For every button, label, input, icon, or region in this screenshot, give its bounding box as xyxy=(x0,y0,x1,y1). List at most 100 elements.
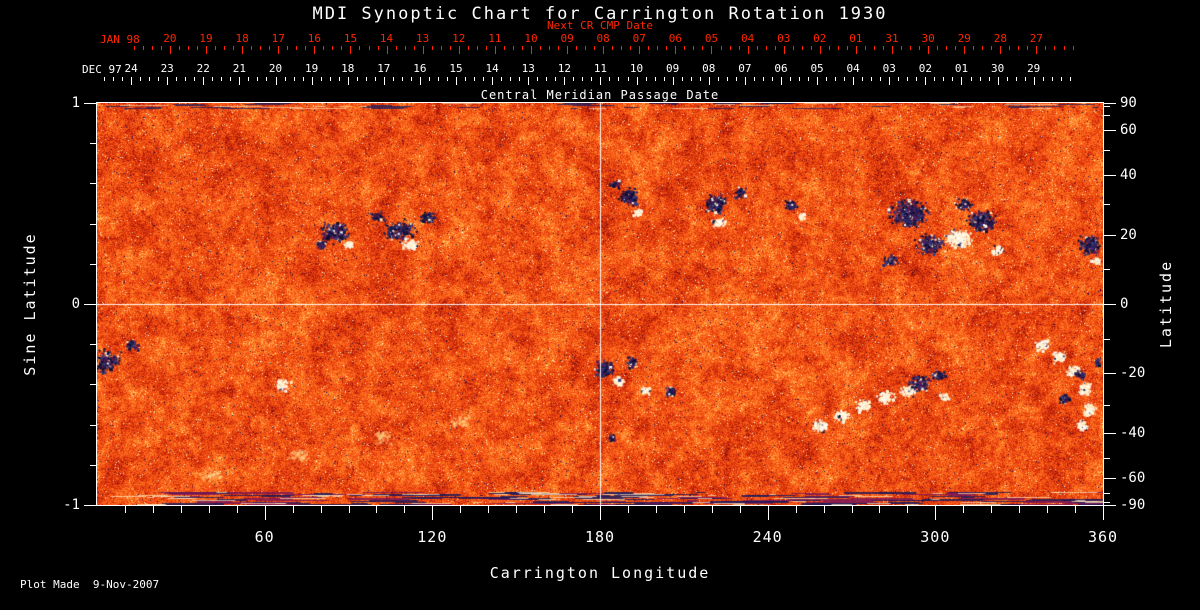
date-tick-mark xyxy=(1000,46,1002,54)
date-minor-tick xyxy=(440,46,442,50)
date-minor-tick xyxy=(221,77,223,81)
x-minor-tick xyxy=(627,506,629,513)
x-major-tick xyxy=(935,506,937,520)
date-tick-mark xyxy=(780,77,782,85)
date-minor-tick xyxy=(142,46,144,50)
lat-minor-tick xyxy=(1104,269,1110,271)
date-minor-tick xyxy=(693,46,695,50)
date-tick-mark xyxy=(744,77,746,85)
date-minor-tick xyxy=(540,46,541,50)
date-minor-tick xyxy=(356,77,358,81)
x-minor-tick xyxy=(991,506,993,513)
date-minor-tick xyxy=(937,46,939,50)
date-tick-mark xyxy=(169,46,171,54)
y-tick-label: -1 xyxy=(63,497,80,513)
date-minor-tick xyxy=(230,77,232,81)
date-tick-mark xyxy=(603,46,605,54)
date-minor-tick xyxy=(158,77,160,81)
lat-tick-label: 40 xyxy=(1120,166,1137,183)
date-minor-tick xyxy=(609,77,611,81)
date-tick-label: 01 xyxy=(849,32,863,45)
date-minor-tick xyxy=(320,77,322,81)
x-minor-tick xyxy=(460,506,462,513)
date-minor-tick xyxy=(627,77,629,81)
date-minor-tick xyxy=(338,77,340,81)
lat-minor-tick xyxy=(1104,492,1110,494)
lat-minor-tick xyxy=(1104,203,1110,205)
date-tick-mark xyxy=(131,77,133,85)
date-tick-label: 28 xyxy=(993,32,1007,45)
date-tick-label: 08 xyxy=(596,32,610,45)
date-minor-tick xyxy=(341,46,343,50)
date-minor-tick xyxy=(104,77,105,81)
date-tick-label: 14 xyxy=(379,32,394,45)
date-minor-tick xyxy=(717,77,719,81)
date-minor-tick xyxy=(296,46,298,50)
date-minor-tick xyxy=(612,46,614,50)
date-minor-tick xyxy=(952,77,954,81)
date-tick-label: 04 xyxy=(740,32,755,45)
date-minor-tick xyxy=(1060,77,1062,81)
date-minor-tick xyxy=(873,46,875,50)
date-tick-label: 31 xyxy=(885,32,899,45)
date-minor-tick xyxy=(988,77,990,81)
date-tick-label: 11 xyxy=(488,32,502,45)
date-tick-mark xyxy=(600,77,602,85)
date-minor-tick xyxy=(332,46,334,50)
date-minor-tick xyxy=(1009,46,1011,50)
date-minor-tick xyxy=(846,46,848,50)
x-minor-tick xyxy=(124,506,126,513)
date-minor-tick xyxy=(431,46,433,50)
date-minor-tick xyxy=(212,77,214,81)
date-minor-tick xyxy=(864,46,866,50)
date-minor-tick xyxy=(654,77,656,81)
date-minor-tick xyxy=(774,46,776,50)
date-minor-tick xyxy=(720,46,722,50)
lat-minor-tick xyxy=(1104,150,1110,152)
date-minor-tick xyxy=(916,77,918,81)
date-minor-tick xyxy=(519,77,521,81)
date-minor-tick xyxy=(549,46,551,50)
x-minor-tick xyxy=(236,506,238,513)
date-minor-tick xyxy=(645,77,647,81)
x-minor-tick xyxy=(152,506,154,513)
lat-major-tick xyxy=(1104,433,1116,435)
date-minor-tick xyxy=(657,46,659,50)
date-tick-mark xyxy=(528,77,530,85)
date-tick-mark xyxy=(711,46,713,54)
x-minor-tick xyxy=(655,506,657,513)
lat-major-tick xyxy=(1104,372,1116,374)
x-minor-tick xyxy=(404,506,406,513)
chart-title: MDI Synoptic Chart for Carrington Rotati… xyxy=(312,4,888,24)
lat-tick-label: 60 xyxy=(1120,121,1137,138)
cmp-date-axis-title: Central Meridian Passage Date xyxy=(480,88,720,102)
date-minor-tick xyxy=(1015,77,1017,81)
date-minor-tick xyxy=(113,77,115,81)
date-minor-tick xyxy=(663,77,665,81)
date-tick-label: 07 xyxy=(632,32,646,45)
date-tick-mark xyxy=(383,77,385,85)
x-tick-label: 180 xyxy=(584,528,616,546)
date-minor-tick xyxy=(546,77,548,81)
date-minor-tick xyxy=(224,46,226,50)
date-tick-label: 14 xyxy=(485,62,499,75)
date-tick-label: 29 xyxy=(1027,62,1041,75)
date-tick-label: 18 xyxy=(235,32,249,45)
date-minor-tick xyxy=(982,46,984,50)
date-minor-tick xyxy=(756,46,758,50)
date-minor-tick xyxy=(576,46,578,50)
date-minor-tick xyxy=(392,77,394,81)
date-minor-tick xyxy=(510,77,512,81)
plot-made-note: Plot Made 9-Nov-2007 xyxy=(20,578,160,591)
date-minor-tick xyxy=(467,46,469,50)
x-minor-tick xyxy=(711,506,713,513)
date-tick-label: 13 xyxy=(416,32,430,45)
date-minor-tick xyxy=(684,46,686,50)
x-axis-title: Carrington Longitude xyxy=(489,564,711,582)
x-minor-tick xyxy=(376,506,378,513)
date-minor-tick xyxy=(122,77,124,81)
date-minor-tick xyxy=(1006,77,1008,81)
date-tick-mark xyxy=(350,46,352,54)
date-tick-mark xyxy=(855,46,857,54)
lat-minor-tick xyxy=(1104,457,1110,459)
